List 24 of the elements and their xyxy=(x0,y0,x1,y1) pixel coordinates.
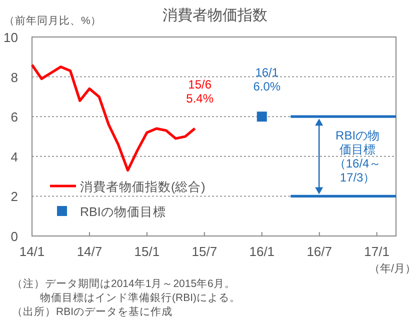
x-tick-label: 14/7 xyxy=(76,244,102,259)
text: 物価目標はインド準備銀行(RBI)による。 xyxy=(40,292,240,304)
x-tick-label: 15/7 xyxy=(192,244,218,259)
x-tick-label: 16/7 xyxy=(306,244,332,259)
y-tick-label: 10 xyxy=(4,30,18,45)
x-tick-label: 17/1 xyxy=(364,244,390,259)
annotation: 16/1 6.0% xyxy=(253,66,281,94)
y-tick-label: 4 xyxy=(10,149,18,164)
y-tick-label: 6 xyxy=(10,110,18,125)
legend-label: 消費者物価指数(総合) xyxy=(80,180,206,194)
annotation: RBIの物価目標（16/4～17/3） xyxy=(334,128,382,184)
x-tick-label: 14/1 xyxy=(19,244,45,259)
chart-title: 消費者物価指数 xyxy=(162,7,268,24)
text: （注）データ期間は2014年1月～2015年6月。 xyxy=(12,277,236,290)
annotation: 15/6 5.4% xyxy=(186,78,214,106)
y-axis-title: （前年同月比、%） xyxy=(4,14,102,27)
x-tick-label: 15/1 xyxy=(134,244,160,259)
x-tick-label: 16/1 xyxy=(249,244,275,259)
y-tick-label: 0 xyxy=(10,229,18,244)
legend-label: RBIの物価目標 xyxy=(80,205,166,219)
x-axis-title: （年/月） xyxy=(368,263,416,275)
text: （出所）RBIのデータを基に作成 xyxy=(12,305,173,318)
y-tick-label: 2 xyxy=(10,189,18,204)
y-tick-label: 8 xyxy=(10,70,18,85)
